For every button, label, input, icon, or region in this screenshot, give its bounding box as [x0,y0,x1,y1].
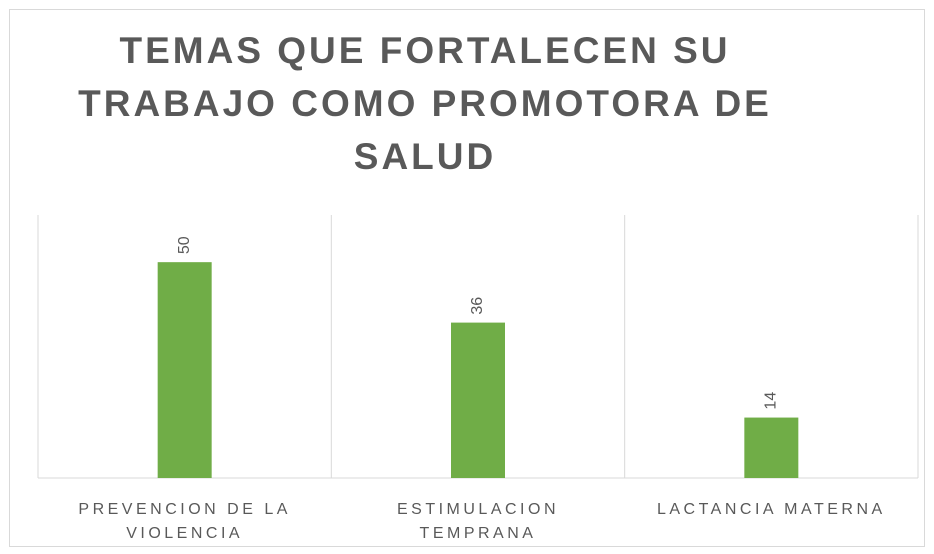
bar [157,262,212,478]
data-label: 50 [176,236,193,254]
bar [451,322,505,478]
data-label: 36 [469,297,486,315]
bar [744,417,799,478]
chart-title: TEMAS QUE FORTALECEN SU TRABAJO COMO PRO… [78,30,772,177]
chart-border [9,9,925,547]
x-tick-label: PREVENCION DE LA VIOLENCIA [78,501,291,542]
x-tick-label: ESTIMULACION TEMPRANA [396,501,559,542]
data-label: 14 [763,392,780,410]
x-tick-label: LACTANCIA MATERNA [656,501,886,518]
